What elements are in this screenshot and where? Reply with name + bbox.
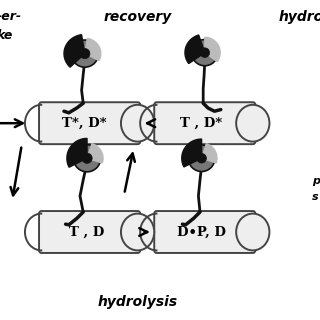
Ellipse shape <box>197 153 206 163</box>
Polygon shape <box>87 144 103 163</box>
Text: T*, D*: T*, D* <box>62 117 107 130</box>
Ellipse shape <box>80 48 90 59</box>
Text: T , D*: T , D* <box>180 117 223 130</box>
Polygon shape <box>64 35 85 67</box>
Polygon shape <box>202 144 217 163</box>
Ellipse shape <box>74 145 101 172</box>
Ellipse shape <box>188 145 215 172</box>
FancyBboxPatch shape <box>39 102 140 144</box>
Polygon shape <box>205 37 220 62</box>
Text: recovery: recovery <box>103 10 172 24</box>
Text: ke: ke <box>0 29 13 42</box>
Ellipse shape <box>82 153 92 163</box>
Text: T , D: T , D <box>69 226 104 238</box>
Ellipse shape <box>121 105 154 141</box>
Ellipse shape <box>71 40 99 67</box>
FancyBboxPatch shape <box>154 102 255 144</box>
Text: p: p <box>312 176 320 186</box>
Ellipse shape <box>121 214 154 250</box>
Polygon shape <box>67 138 87 167</box>
Ellipse shape <box>192 39 218 66</box>
Polygon shape <box>182 139 202 167</box>
Text: s: s <box>312 192 319 202</box>
Polygon shape <box>85 38 101 60</box>
Text: hydro: hydro <box>278 10 320 24</box>
FancyBboxPatch shape <box>154 211 255 253</box>
Ellipse shape <box>236 214 269 250</box>
Text: -er-: -er- <box>0 10 22 23</box>
Ellipse shape <box>236 105 269 141</box>
Polygon shape <box>185 35 205 64</box>
Text: hydrolysis: hydrolysis <box>98 295 178 309</box>
Text: D•P, D: D•P, D <box>177 226 226 238</box>
FancyBboxPatch shape <box>39 211 140 253</box>
Ellipse shape <box>200 48 210 58</box>
